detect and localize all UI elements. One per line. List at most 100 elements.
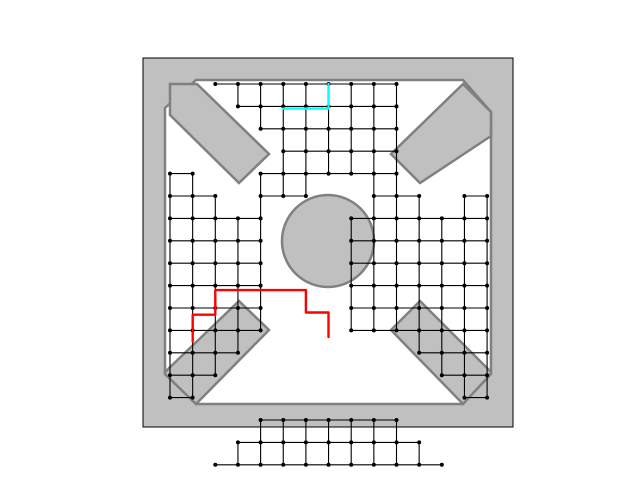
roadmap-node [394, 440, 399, 445]
roadmap-node [281, 149, 286, 154]
roadmap-node [485, 283, 490, 288]
roadmap-node [258, 194, 263, 198]
roadmap-node [235, 82, 240, 86]
roadmap-node [213, 373, 218, 378]
roadmap-node [371, 283, 376, 288]
roadmap-node [349, 149, 354, 154]
roadmap-node [168, 350, 172, 355]
roadmap-node [326, 418, 331, 422]
roadmap-node [349, 440, 354, 445]
roadmap-node [439, 373, 444, 378]
roadmap-node [190, 395, 195, 400]
roadmap-node [168, 238, 172, 243]
roadmap-node [462, 194, 467, 198]
roadmap-node [371, 82, 376, 86]
roadmap-node [485, 328, 490, 333]
roadmap-node [258, 462, 263, 467]
roadmap-node [190, 171, 195, 176]
roadmap-node [371, 328, 376, 333]
roadmap-node [349, 171, 354, 176]
roadmap-node [258, 216, 263, 221]
roadmap-node [190, 350, 195, 355]
roadmap-node [417, 216, 422, 221]
roadmap-node [235, 440, 240, 445]
roadmap-node [349, 126, 354, 131]
roadmap-node [190, 373, 195, 378]
roadmap-nodes [168, 82, 490, 467]
roadmap-node [303, 171, 308, 176]
roadmap-node [371, 104, 376, 109]
roadmap-node [281, 440, 286, 445]
roadmap-node [168, 194, 172, 198]
roadmap-node [439, 328, 444, 333]
roadmap-node [213, 82, 218, 86]
roadmap-node [462, 328, 467, 333]
roadmap-node [417, 283, 422, 288]
roadmap-node [394, 104, 399, 109]
roadmap-node [371, 126, 376, 131]
roadmap-node [371, 238, 376, 243]
planned-paths [191, 82, 330, 343]
roadmap-node [417, 194, 422, 198]
roadmap-node [235, 350, 240, 355]
roadmap-node [235, 216, 240, 221]
roadmap-node [281, 82, 286, 86]
roadmap-node [349, 216, 354, 221]
roadmap-node [417, 306, 422, 310]
roadmap-node [394, 171, 399, 176]
roadmap-node [394, 126, 399, 131]
roadmap-node [235, 104, 240, 109]
roadmap-node [258, 238, 263, 243]
roadmap-node [439, 238, 444, 243]
roadmap-node [485, 350, 490, 355]
roadmap-node [303, 418, 308, 422]
roadmap-node [213, 328, 218, 333]
roadmap-node [258, 104, 263, 109]
roadmap-node [485, 261, 490, 266]
roadmap-node [485, 395, 490, 400]
roadmap-node [371, 216, 376, 221]
roadmap-node [462, 238, 467, 243]
roadmap-node [394, 149, 399, 154]
roadmap-node [168, 373, 172, 378]
roadmap-node [462, 395, 467, 400]
roadmap-node [168, 216, 172, 221]
roadmap-node [394, 462, 399, 467]
roadmap-node [213, 462, 218, 467]
roadmap-node [235, 306, 240, 310]
roadmap-node [281, 126, 286, 131]
roadmap-node [235, 328, 240, 333]
roadmap-node [349, 82, 354, 86]
bar-top-right [389, 82, 493, 185]
roadmap-node [190, 238, 195, 243]
roadmap-node [349, 328, 354, 333]
roadmap-node [349, 104, 354, 109]
roadmap-node [349, 283, 354, 288]
roadmap-node [371, 149, 376, 154]
roadmap-node [281, 418, 286, 422]
roadmap-node [258, 126, 263, 131]
roadmap-node [213, 283, 218, 288]
roadmap-node [371, 194, 376, 198]
roadmap-node [326, 462, 331, 467]
roadmap-node [190, 283, 195, 288]
roadmap-node [281, 171, 286, 176]
roadmap-node [168, 395, 172, 400]
roadmap-node [213, 350, 218, 355]
roadmap-node [326, 126, 331, 131]
roadmap-node [303, 194, 308, 198]
roadmap-node [371, 261, 376, 266]
roadmap-node [235, 238, 240, 243]
roadmap-node [168, 283, 172, 288]
roadmap-node [439, 350, 444, 355]
roadmap-node [417, 328, 422, 333]
roadmap-node [417, 350, 422, 355]
bar-top-left [168, 82, 271, 185]
roadmap-node [258, 171, 263, 176]
roadmap-node [281, 194, 286, 198]
roadmap-node [417, 440, 422, 445]
roadmap-node [168, 328, 172, 333]
roadmap-node [190, 194, 195, 198]
roadmap-node [258, 82, 263, 86]
roadmap-node [417, 462, 422, 467]
